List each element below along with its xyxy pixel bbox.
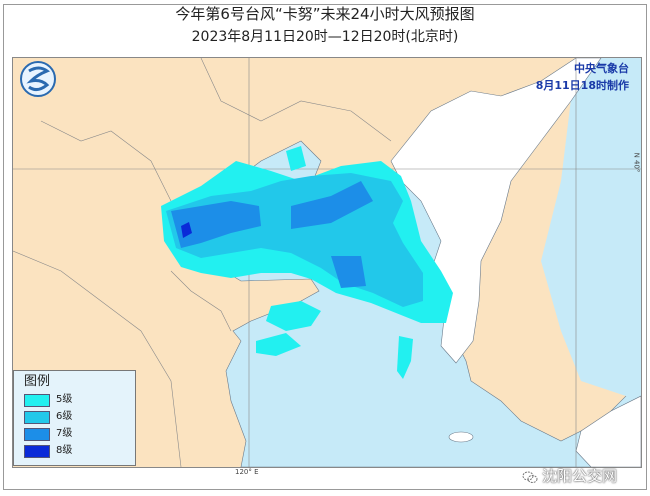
jeju-island [448,431,474,443]
longitude-label: 120° E [235,468,259,476]
legend-item-level-7: 7级 [24,426,124,442]
wind-forecast-map: 中央气象台 8月11日18时制作 图例 5级 6级 7级 8级 [12,57,642,468]
watermark: 沈阳公交网 [542,467,618,485]
figure-frame [3,4,647,490]
map-canvas [13,58,641,467]
map-title: 今年第6号台风“卡努”未来24小时大风预报图 [175,5,475,23]
legend-label: 8级 [56,445,73,456]
japan-land [575,395,641,467]
agency-name: 中央气象台 [574,62,629,75]
legend-item-level-5: 5级 [24,392,124,408]
latitude-label: N 40° [632,152,641,173]
legend-item-level-8: 8级 [24,443,124,459]
legend-item-level-6: 6级 [24,409,124,425]
legend: 图例 5级 6级 7级 8级 [13,370,136,466]
legend-swatch [24,428,50,441]
legend-swatch [24,394,50,407]
wind-level-8-area [181,222,192,238]
wind-level-7-area [171,181,373,288]
map-subtitle: 2023年8月11日20时—12日20时(北京时) [191,29,459,45]
cma-logo [20,61,56,97]
wechat-icon [522,471,538,483]
province-boundary [40,120,172,202]
province-boundary [200,58,392,142]
legend-swatch [24,411,50,424]
issue-time: 8月11日18时制作 [535,79,629,92]
sea-of-japan [541,58,641,401]
province-boundary [13,250,182,467]
legend-title: 图例 [24,374,51,389]
province-boundary [170,270,232,332]
legend-label: 5级 [56,394,73,405]
legend-swatch [24,445,50,458]
legend-label: 6级 [56,411,73,422]
legend-label: 7级 [56,428,73,439]
